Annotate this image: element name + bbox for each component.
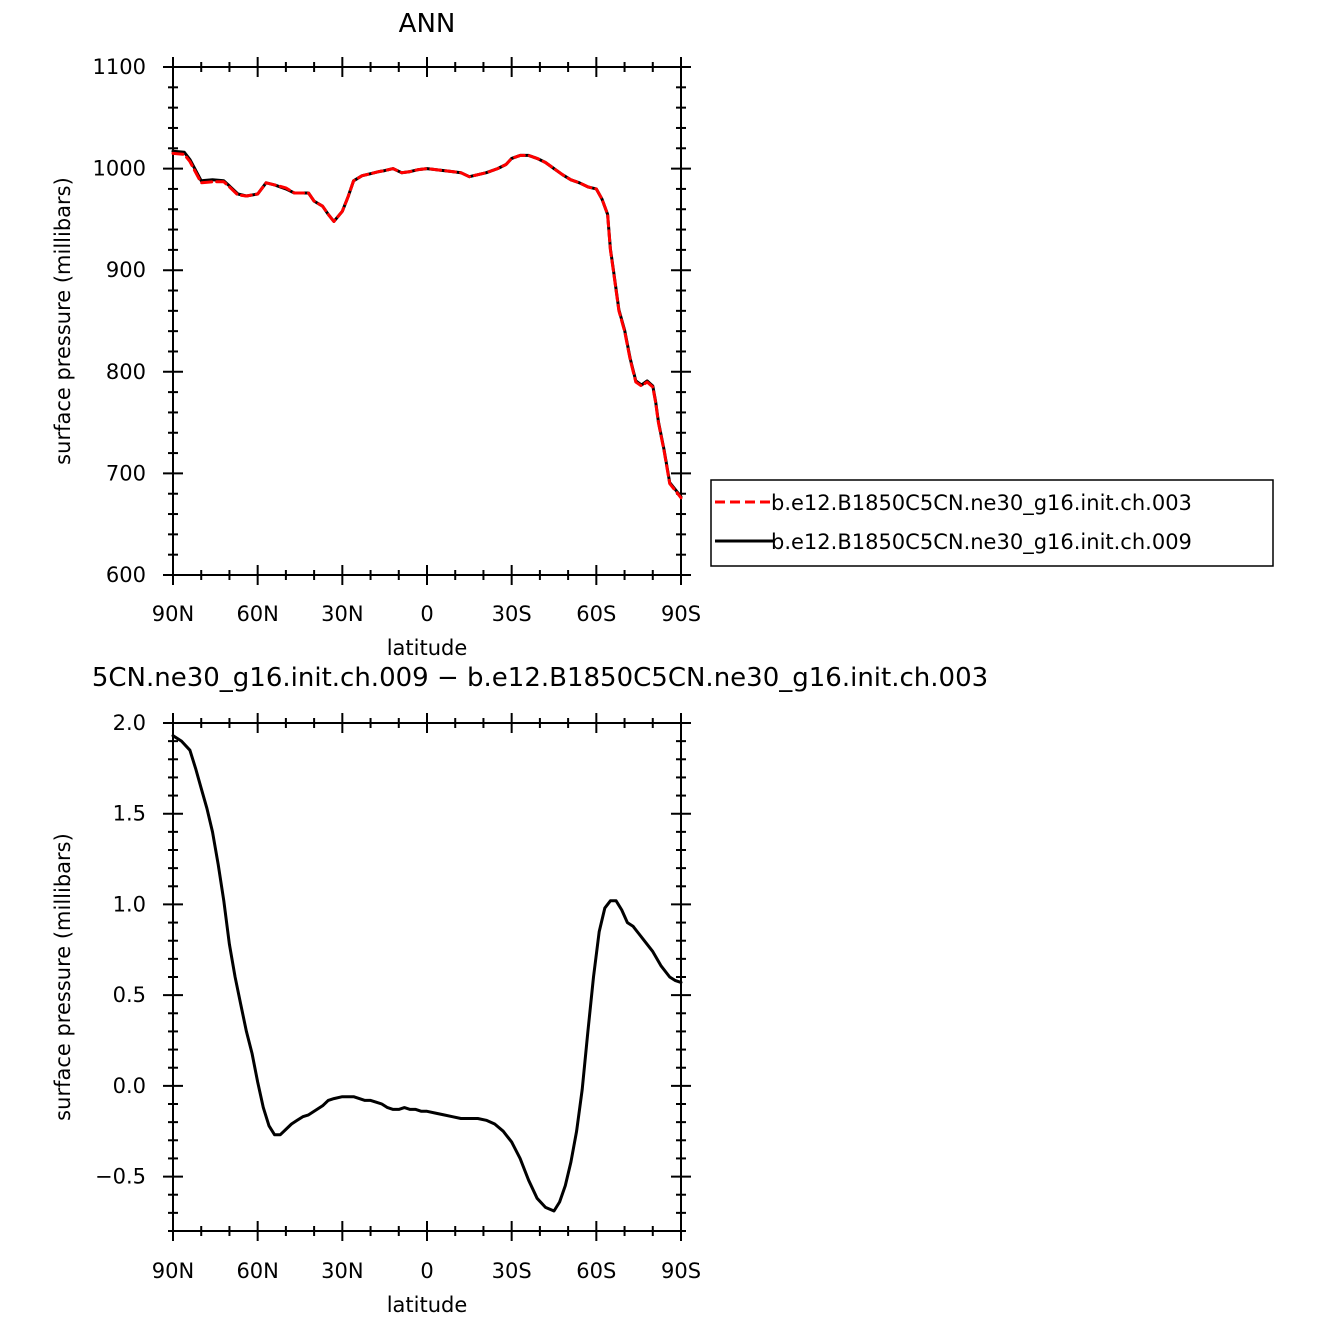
legend-entry: b.e12.B1850C5CN.ne30_g16.init.ch.009 xyxy=(771,530,1192,555)
y-tick-label: 600 xyxy=(106,563,146,587)
x-tick-label: 90N xyxy=(152,602,194,626)
x-tick-label: 60S xyxy=(576,602,616,626)
x-tick-label: 90N xyxy=(152,1259,194,1283)
x-tick-label: 30N xyxy=(321,1259,363,1283)
x-tick-label: 90S xyxy=(661,602,701,626)
x-tick-label: 30S xyxy=(492,602,532,626)
x-tick-label: 90S xyxy=(661,1259,701,1283)
x-tick-label: 30S xyxy=(492,1259,532,1283)
y-tick-label: 1.5 xyxy=(113,802,146,826)
x-tick-label: 60S xyxy=(576,1259,616,1283)
x-axis-label: latitude xyxy=(387,636,468,660)
y-tick-label: 1.0 xyxy=(113,892,146,916)
y-tick-label: 900 xyxy=(106,258,146,282)
y-tick-label: 0.0 xyxy=(113,1074,146,1098)
y-axis-label: surface pressure (millibars) xyxy=(51,177,75,465)
bottom-panel: 90N 60N 30N 0 30S 60S 90S −0.5 0.0 0.5 1.0 1.5 2.0 5C… xyxy=(51,663,988,1317)
plot-frame xyxy=(172,66,682,576)
x-tick-label: 60N xyxy=(236,602,278,626)
x-tick-label: 0 xyxy=(420,602,433,626)
legend-entry: b.e12.B1850C5CN.ne30_g16.init.ch.003 xyxy=(771,491,1192,516)
y-axis-label: surface pressure (millibars) xyxy=(51,833,75,1121)
top-panel: 90N 60N 30N 0 30S 60S 90S 600 700 800 900 1000 1100 A… xyxy=(51,9,1274,660)
x-tick-label: 30N xyxy=(321,602,363,626)
chart-title: 5CN.ne30_g16.init.ch.009 − b.e12.B1850C5… xyxy=(92,663,988,693)
y-tick-label: 1100 xyxy=(93,55,146,79)
x-tick-label: 0 xyxy=(420,1259,433,1283)
y-tick-label: 700 xyxy=(106,461,146,485)
legend-box xyxy=(710,479,1274,567)
series-line-0 xyxy=(171,151,683,500)
x-axis-label: latitude xyxy=(387,1293,468,1317)
y-tick-label: 0.5 xyxy=(113,983,146,1007)
plot-frame xyxy=(172,722,682,1232)
y-tick-label: −0.5 xyxy=(95,1165,146,1189)
y-tick-label: 800 xyxy=(106,360,146,384)
x-tick-label: 60N xyxy=(236,1259,278,1283)
y-tick-label: 2.0 xyxy=(113,711,146,735)
series-line-0 xyxy=(171,734,683,1213)
chart-title: ANN xyxy=(399,9,456,39)
y-tick-label: 1000 xyxy=(93,157,146,181)
